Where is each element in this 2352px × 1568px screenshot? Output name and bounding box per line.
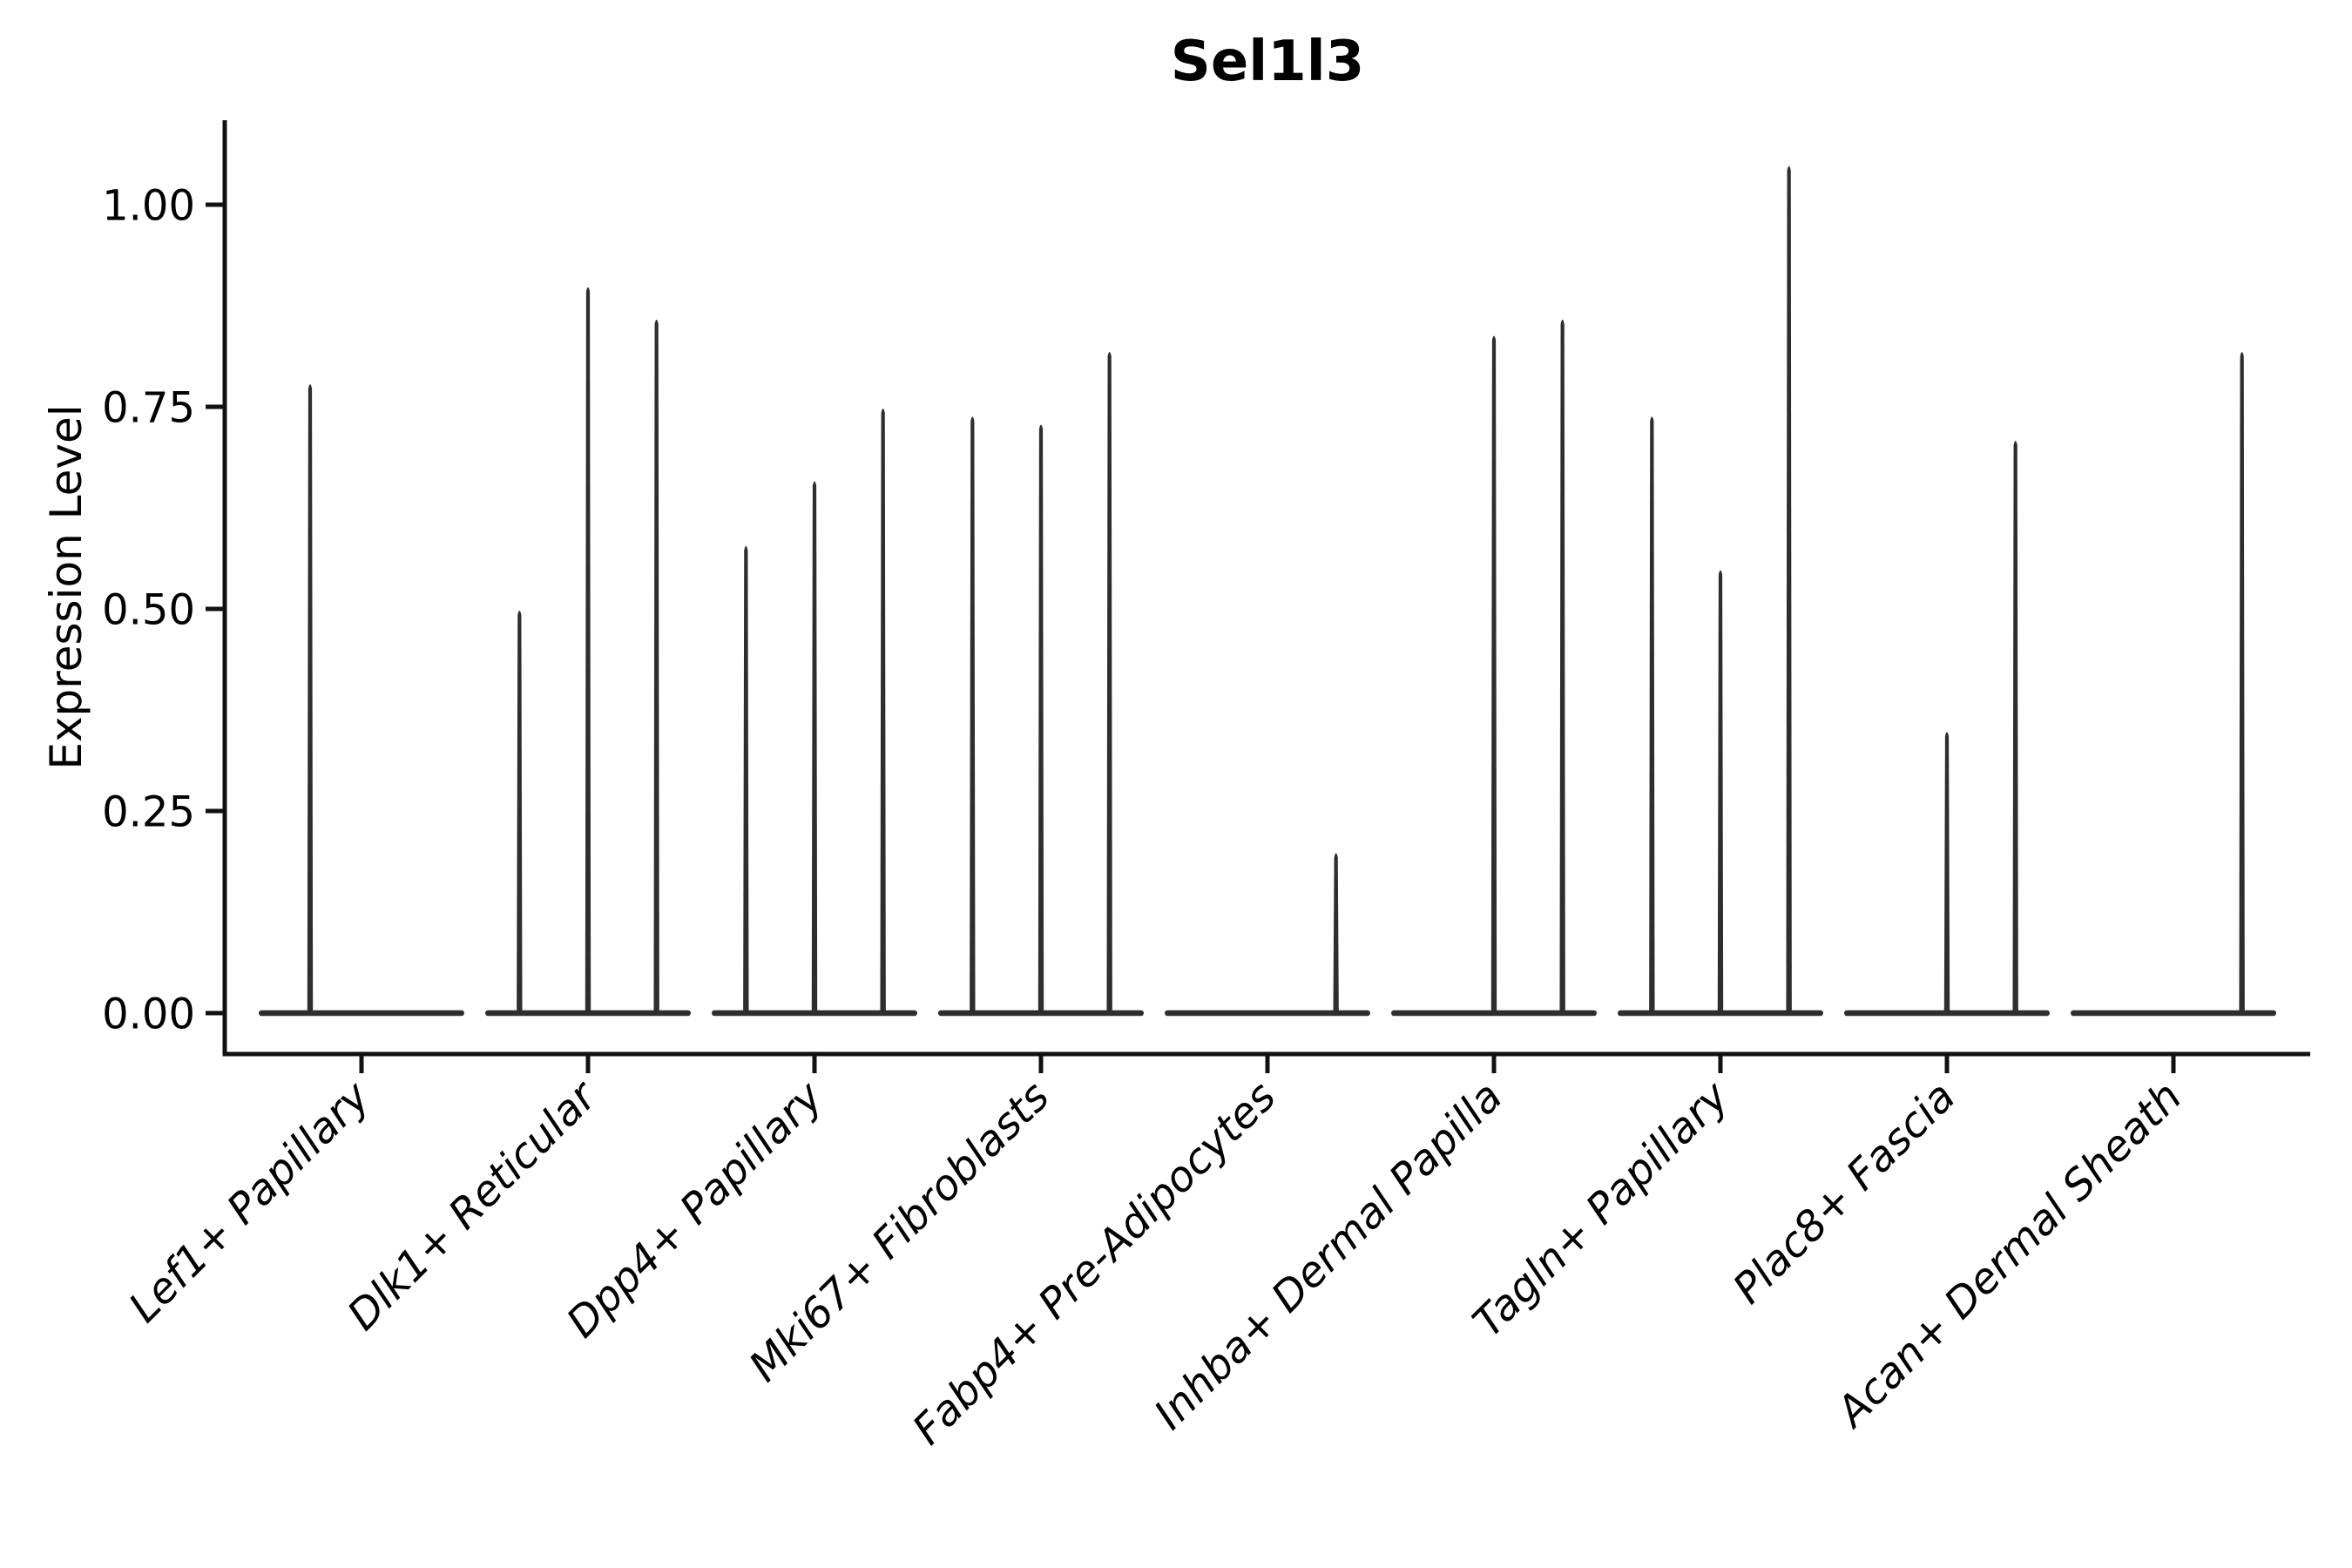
- violin-spike: [585, 287, 591, 1014]
- violin-spike: [1106, 352, 1112, 1014]
- violin-spike: [1717, 570, 1724, 1014]
- x-tick-label: Dlk1+ Reticular: [338, 1071, 608, 1341]
- y-tick-label: 0.00: [102, 990, 195, 1038]
- violin-baseline: [2071, 1010, 2276, 1017]
- violin-spike: [517, 611, 523, 1014]
- x-tick-label: Plac8+ Fascia: [1724, 1072, 1965, 1314]
- y-tick-label: 0.25: [102, 787, 195, 836]
- violin-spike: [1786, 166, 1792, 1015]
- violin-baseline: [1165, 1010, 1370, 1017]
- chart-title: Sel1l3: [1170, 30, 1365, 94]
- y-tick-label: 0.75: [102, 383, 195, 432]
- violin-spike: [1037, 424, 1044, 1014]
- violin-spike: [307, 384, 314, 1014]
- violin-spike: [880, 409, 886, 1014]
- x-tick-label: Lef1+ Papillary: [119, 1071, 380, 1332]
- violin-spike: [1333, 853, 1339, 1014]
- violin-spike: [1649, 416, 1655, 1014]
- y-tick-label: 1.00: [102, 181, 195, 230]
- violin-spike: [743, 545, 749, 1014]
- violin-spike: [1559, 319, 1565, 1014]
- violin-spike: [811, 481, 818, 1014]
- y-tick-label: 0.50: [102, 585, 195, 634]
- violin-spike: [1943, 732, 1950, 1014]
- violin-spike: [970, 416, 976, 1014]
- violin-spike: [2012, 441, 2018, 1014]
- x-tick-label: Fabp4+ Pre-Adipocytes: [903, 1072, 1286, 1455]
- violin-spike: [2239, 352, 2245, 1014]
- violin-baseline: [259, 1010, 464, 1017]
- violin-spike: [1490, 335, 1497, 1015]
- violin-spike: [653, 319, 659, 1014]
